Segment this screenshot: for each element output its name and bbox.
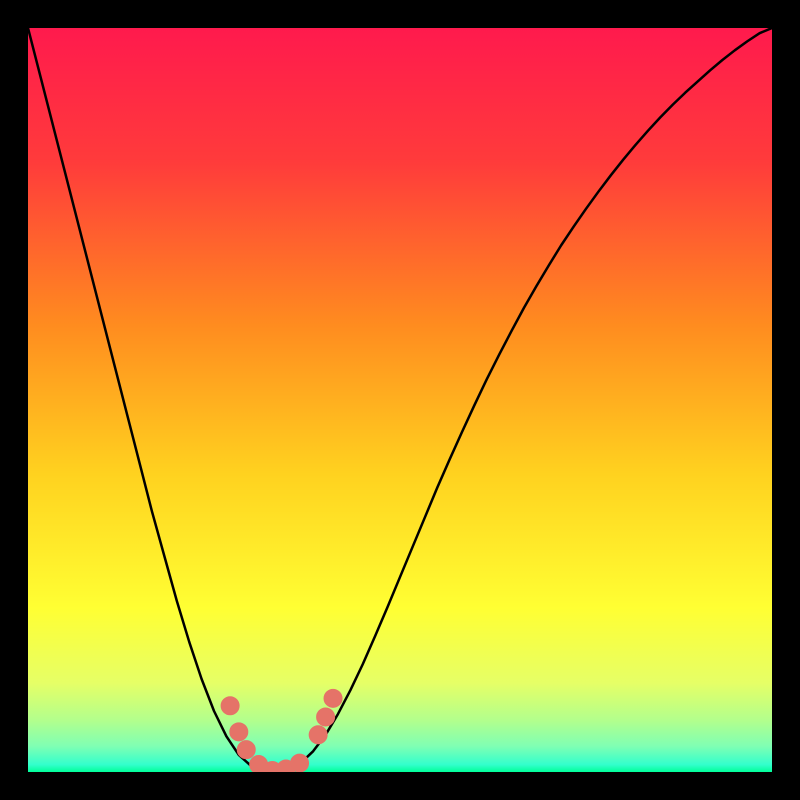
chart-container: TheBottleneck.com <box>0 0 800 800</box>
chart-svg <box>0 0 800 800</box>
curve-marker <box>317 708 335 726</box>
curve-marker <box>291 754 309 772</box>
curve-marker <box>324 689 342 707</box>
plot-background-gradient <box>28 28 772 772</box>
curve-marker <box>237 741 255 759</box>
curve-marker <box>221 697 239 715</box>
curve-marker <box>309 726 327 744</box>
curve-marker <box>230 723 248 741</box>
